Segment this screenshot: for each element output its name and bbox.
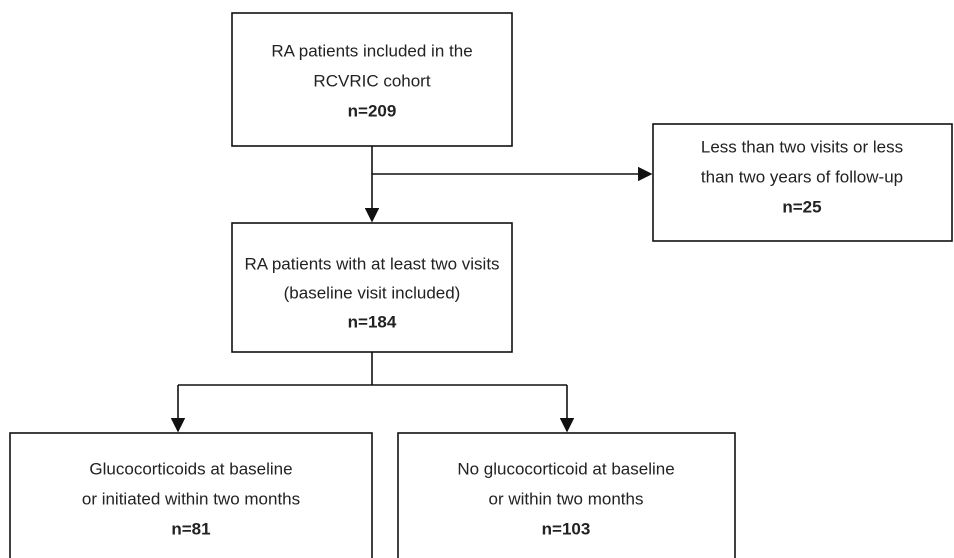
box-text: than two years of follow-up: [701, 167, 903, 186]
box-text: RCVRIC cohort: [313, 71, 430, 90]
box-text: (baseline visit included): [284, 283, 461, 302]
box: [652, 123, 953, 242]
box-text: RA patients with at least two visits: [244, 254, 499, 273]
box-text: or initiated within two months: [82, 489, 300, 508]
box-text: No glucocorticoid at baseline: [457, 459, 674, 478]
box-text: RA patients included in the: [271, 41, 472, 60]
box: [397, 432, 736, 558]
box: [231, 222, 513, 353]
box-count: n=209: [348, 101, 397, 120]
box-count: n=103: [542, 519, 591, 538]
box: [9, 432, 373, 558]
box-count: n=25: [782, 197, 821, 216]
box-count: n=81: [171, 519, 210, 538]
box: [231, 12, 513, 147]
box-text: or within two months: [489, 489, 644, 508]
box-text: Glucocorticoids at baseline: [89, 459, 292, 478]
box-count: n=184: [348, 312, 397, 331]
box-text: Less than two visits or less: [701, 137, 903, 156]
